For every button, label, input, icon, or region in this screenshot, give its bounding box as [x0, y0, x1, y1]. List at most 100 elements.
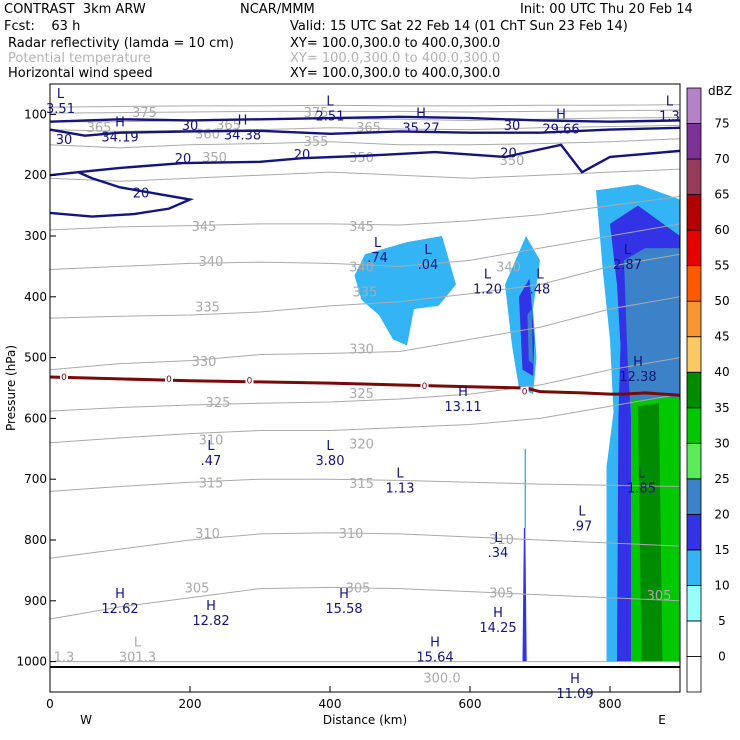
colorbar-swatch-12: [686, 229, 702, 267]
freezing-label-bg-0: [60, 372, 68, 382]
extremum-value-2: 1.3: [659, 109, 680, 124]
reflectivity-cell-8: [638, 403, 663, 662]
theta-contour-355: [50, 138, 680, 149]
theta-label-31: 305: [647, 589, 672, 604]
colorbar-swatch-9: [686, 336, 702, 373]
colorbar-label-15: 15: [714, 543, 729, 557]
colorbar-label-35: 35: [714, 401, 729, 415]
extremum-symbol-17: L: [638, 466, 646, 481]
theta-extremum-value-2: 300.0: [423, 672, 460, 687]
theta-contour-325: [50, 357, 680, 412]
extremum-symbol-7: L: [374, 236, 382, 251]
theta-label-18: 330: [349, 343, 374, 358]
theta-label-0: 375: [132, 106, 157, 121]
colorbar-swatch-7: [686, 407, 702, 444]
x-tick-label-200: 200: [179, 697, 202, 711]
reflectivity-layer: [354, 184, 680, 662]
theta-contour-330: [50, 296, 680, 371]
colorbar-swatch-14: [686, 158, 702, 195]
x-tick-label-0: 0: [46, 697, 54, 711]
extremum-value-19: .34: [488, 546, 509, 561]
theta-label-15: 335: [353, 286, 378, 301]
theta-contour-350: [50, 168, 680, 182]
extremum-symbol-23: H: [493, 606, 503, 621]
annotations: L3.51L2.51L1.3H34.19H34.38H35.27H29.66L.…: [46, 87, 680, 702]
extremum-symbol-21: H: [206, 599, 216, 614]
extremum-symbol-6: H: [556, 108, 566, 123]
extremum-value-15: 3.80: [316, 454, 345, 469]
theta-label-19: 325: [206, 396, 231, 411]
extremum-value-0: 3.51: [46, 102, 75, 117]
extremum-symbol-19: L: [494, 531, 502, 546]
extremum-value-13: 13.11: [444, 400, 481, 415]
colorbar-label-5: 5: [718, 614, 726, 628]
valid-label: Valid: 15 UTC Sat 22 Feb 14 (01 ChT Sun …: [290, 19, 628, 34]
extremum-value-3: 34.19: [101, 131, 138, 146]
freezing-label-3: 0: [422, 382, 428, 392]
colorbar-swatch-13: [686, 194, 702, 231]
extremum-value-12: 12.38: [619, 370, 656, 385]
colorbar-label-20: 20: [714, 507, 729, 521]
theta-contour-315: [50, 478, 680, 492]
colorbar-swatch-5: [686, 478, 702, 515]
field-wind-xy: XY= 100.0,300.0 to 400.0,300.0: [290, 66, 501, 81]
theta-contour-320: [50, 393, 680, 444]
freezing-label-bg-1: [165, 373, 173, 383]
extremum-symbol-18: L: [578, 505, 586, 520]
reflectivity-cell-9: [522, 527, 527, 662]
extremum-symbol-0: L: [57, 87, 65, 102]
extremum-symbol-5: H: [416, 106, 426, 121]
colorbar-swatch-0: [686, 656, 702, 693]
colorbar-swatch-10: [686, 300, 702, 338]
extremum-symbol-22: H: [339, 587, 349, 602]
y-tick-label-100: 100: [24, 107, 47, 121]
y-axis-title: Pressure (hPa): [4, 345, 18, 431]
extremum-value-11: 2.87: [613, 258, 642, 273]
colorbar-label-25: 25: [714, 472, 729, 486]
theta-label-25: 310: [195, 527, 220, 542]
colorbar-swatch-3: [686, 549, 702, 586]
theta-extremum-value-1: 301.3: [119, 650, 156, 665]
extremum-value-24: 15.64: [416, 650, 453, 665]
wind-label-2: 30: [504, 119, 521, 134]
theta-label-17: 330: [192, 355, 217, 370]
extremum-value-9: 1.20: [473, 283, 502, 298]
wind-contour-3: [50, 171, 195, 218]
theta-label-23: 315: [199, 476, 224, 491]
extremum-value-5: 35.27: [402, 121, 439, 136]
plot-frame: [49, 83, 681, 693]
theta-label-10: 345: [192, 220, 217, 235]
theta-label-20: 325: [349, 387, 374, 402]
colorbar-unit: dBZ: [708, 84, 732, 98]
extremum-symbol-25: H: [570, 672, 580, 687]
x-tick-label-400: 400: [319, 697, 342, 711]
theta-contour-360: [50, 124, 680, 132]
extremum-value-4: 34.38: [224, 129, 261, 144]
extremum-symbol-4: H: [238, 114, 248, 129]
theta-label-14: 340: [496, 261, 521, 276]
extremum-symbol-14: L: [207, 439, 215, 454]
init-label: Init: 00 UTC Thu 20 Feb 14: [520, 2, 693, 17]
x-west-label: W: [80, 713, 92, 727]
freezing-line: 0 0 0 0 0: [50, 372, 680, 398]
theta-contour-375: [50, 104, 680, 108]
colorbar-swatch-11: [686, 265, 702, 302]
theta-label-7: 350: [202, 151, 227, 166]
colorbar-label-45: 45: [714, 330, 729, 344]
wind-label-1: 30: [182, 119, 199, 134]
extremum-value-17: 1.85: [627, 481, 656, 496]
extremum-symbol-1: L: [326, 94, 334, 109]
wind-contours: 30 30 30 20 20 20 20: [50, 115, 680, 218]
theta-label-27: 310: [489, 533, 514, 548]
colorbar-label-60: 60: [714, 223, 729, 237]
wind-label-3: 20: [175, 152, 192, 167]
freezing-label-bg-3: [420, 381, 429, 391]
extremum-value-21: 12.82: [192, 614, 229, 629]
y-tick-label-700: 700: [24, 472, 47, 486]
center-label: NCAR/MMM: [240, 2, 315, 17]
extremum-symbol-13: H: [458, 385, 468, 400]
extremum-symbol-2: L: [666, 94, 674, 109]
y-tick-label-900: 900: [24, 594, 47, 608]
extremum-value-14: .47: [201, 454, 222, 469]
colorbar-label-75: 75: [714, 117, 729, 131]
